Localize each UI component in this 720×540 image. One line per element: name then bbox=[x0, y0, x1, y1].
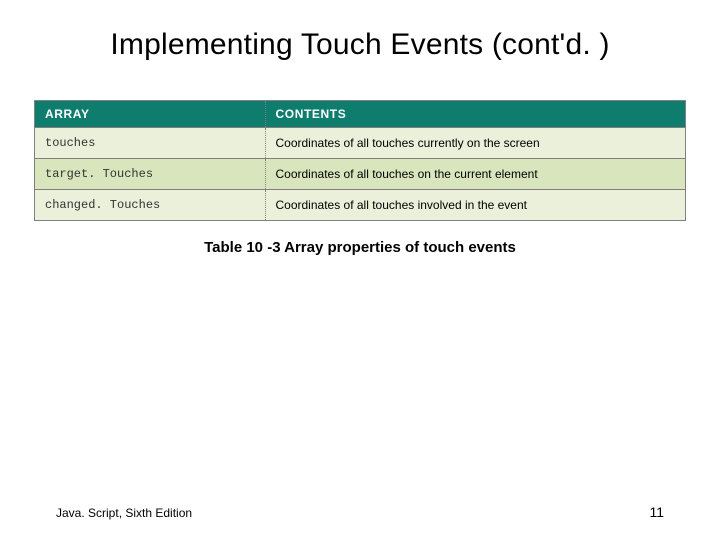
cell-array: changed. Touches bbox=[35, 190, 265, 221]
cell-array: touches bbox=[35, 128, 265, 159]
table-row: touches Coordinates of all touches curre… bbox=[35, 128, 685, 159]
touch-events-table: ARRAY CONTENTS touches Coordinates of al… bbox=[34, 100, 686, 221]
table-row: target. Touches Coordinates of all touch… bbox=[35, 159, 685, 190]
col-header-contents: CONTENTS bbox=[265, 101, 685, 128]
cell-contents: Coordinates of all touches involved in t… bbox=[265, 190, 685, 221]
table-header-row: ARRAY CONTENTS bbox=[35, 101, 685, 128]
cell-contents: Coordinates of all touches on the curren… bbox=[265, 159, 685, 190]
col-header-array: ARRAY bbox=[35, 101, 265, 128]
page-title: Implementing Touch Events (cont'd. ) bbox=[0, 28, 720, 62]
page-number: 11 bbox=[649, 504, 664, 520]
table-row: changed. Touches Coordinates of all touc… bbox=[35, 190, 685, 221]
cell-contents: Coordinates of all touches currently on … bbox=[265, 128, 685, 159]
table-caption: Table 10 -3 Array properties of touch ev… bbox=[0, 239, 720, 256]
footer-book-title: Java. Script, Sixth Edition bbox=[56, 506, 192, 520]
cell-array: target. Touches bbox=[35, 159, 265, 190]
